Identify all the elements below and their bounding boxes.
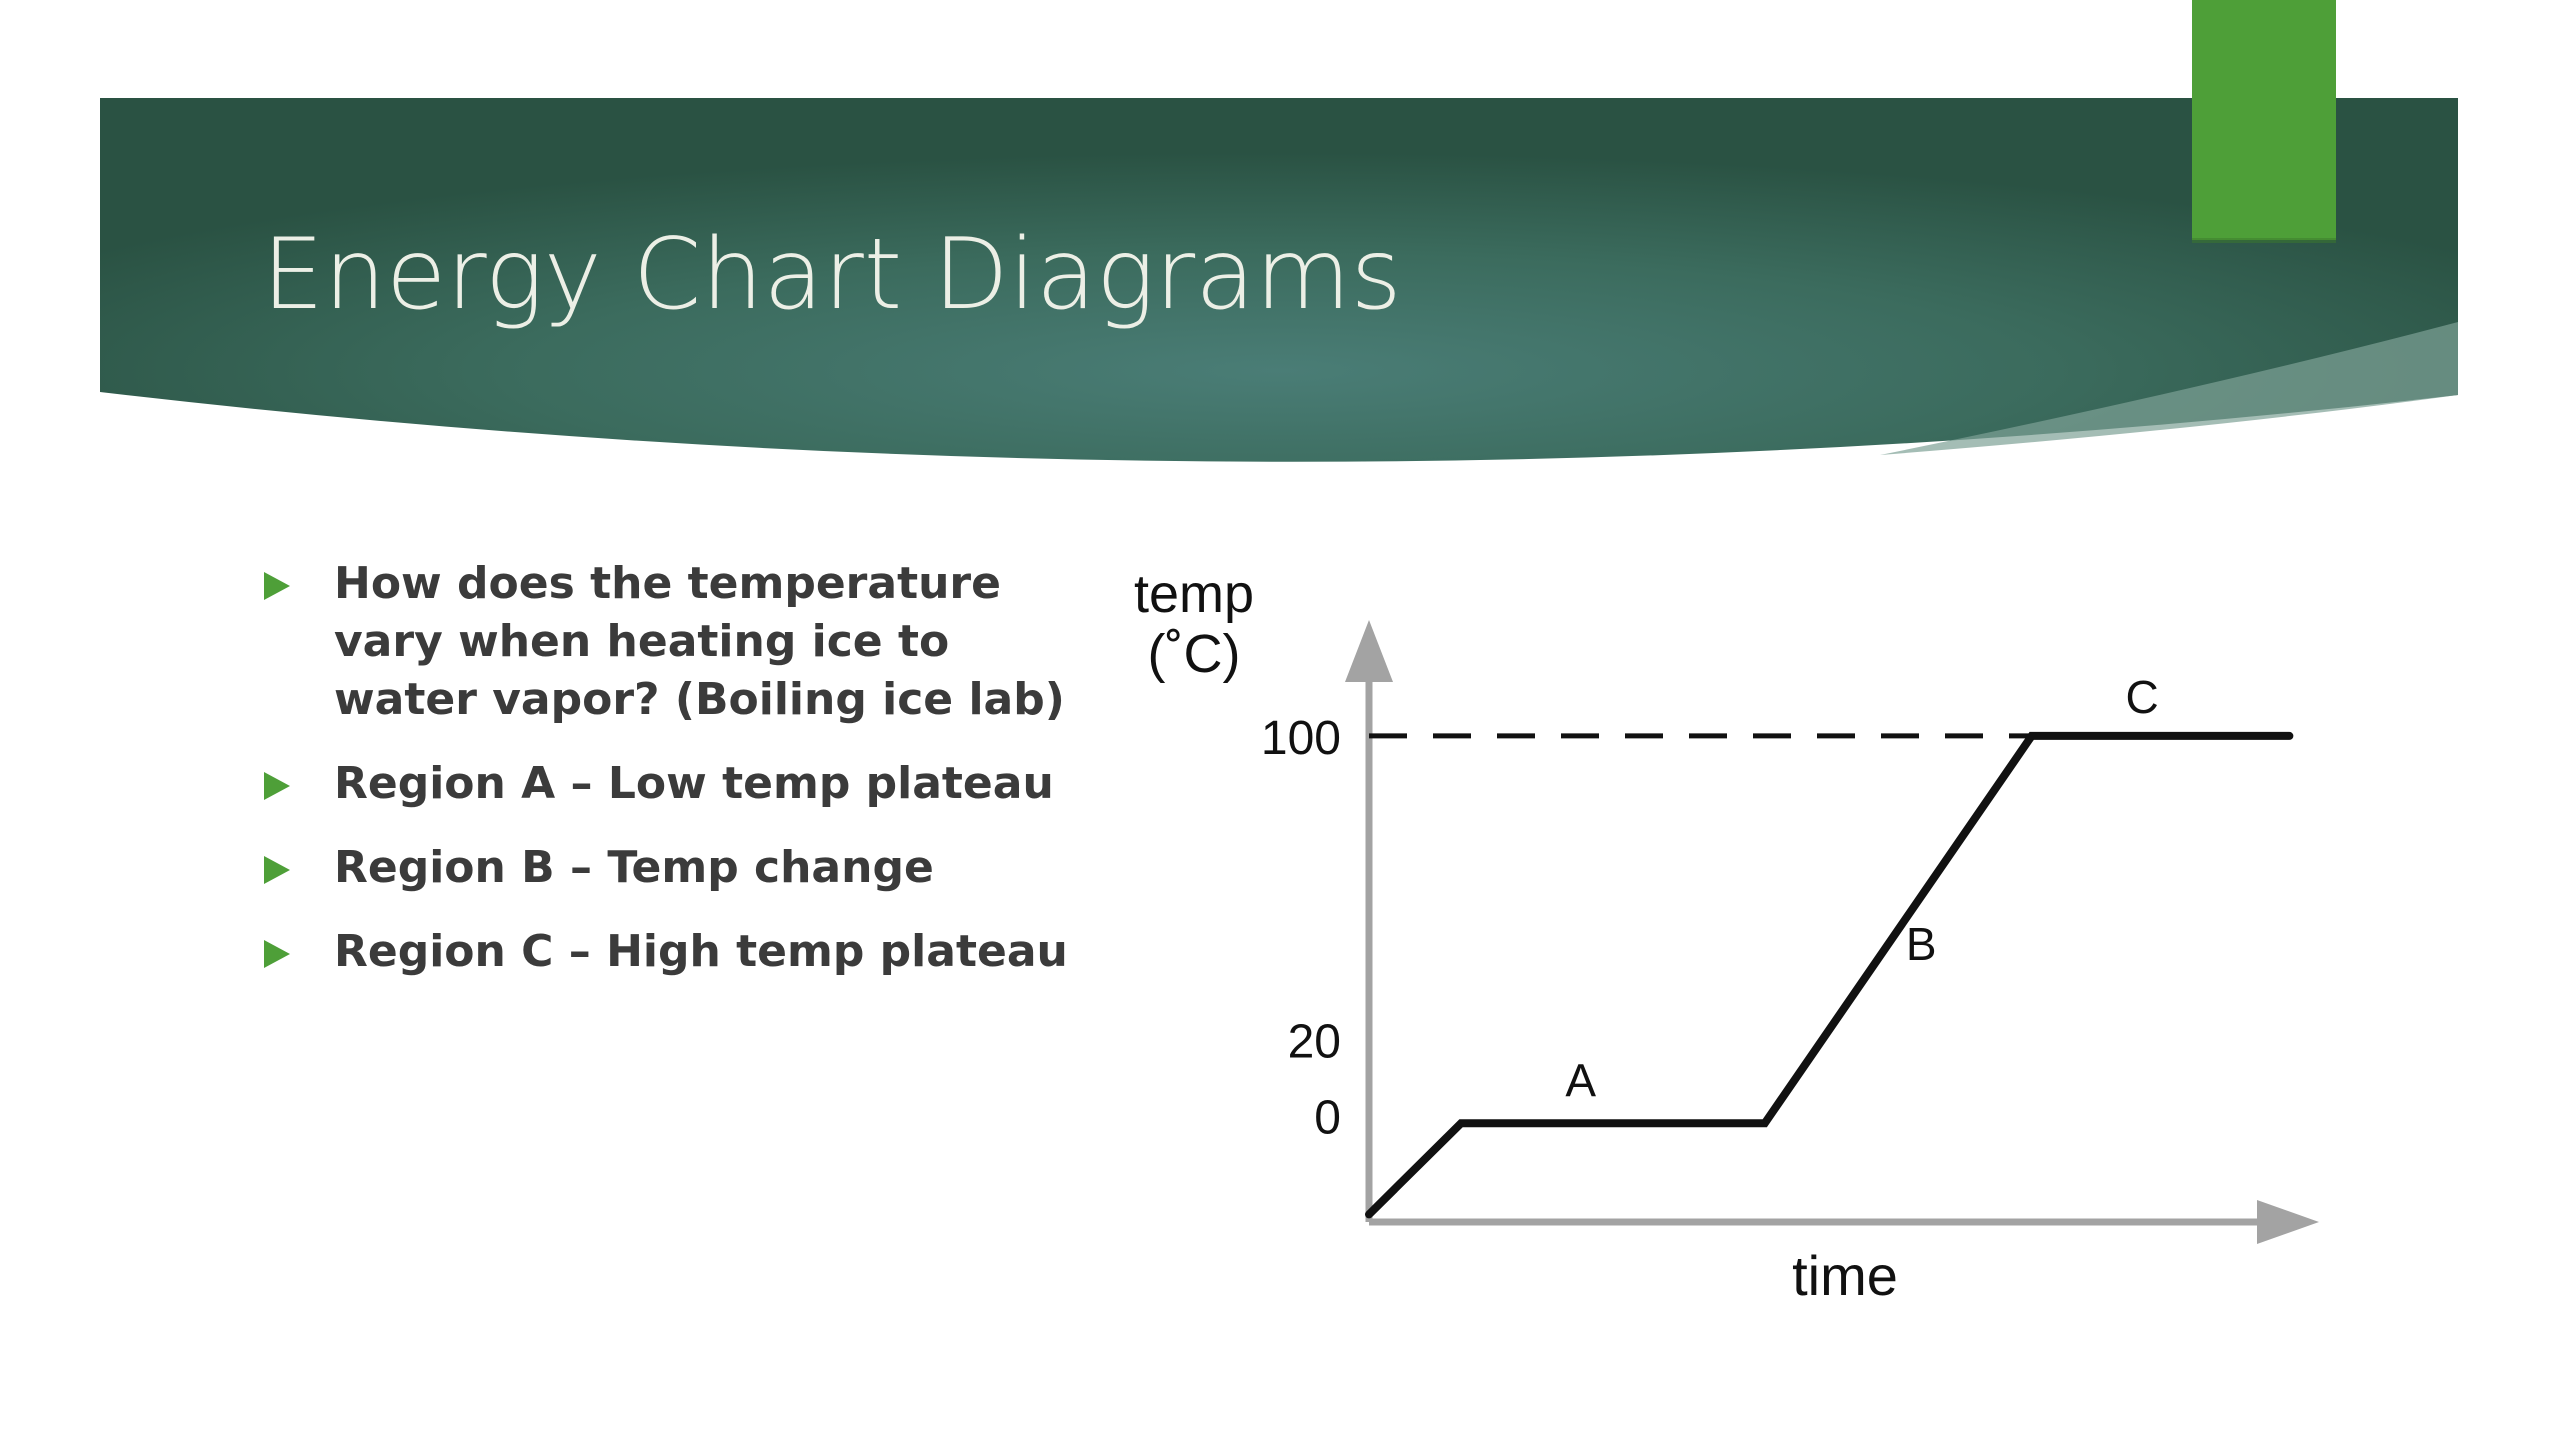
bullet-text-3: Region B – Temp change (334, 842, 934, 893)
x-axis-label: time (1792, 1244, 1898, 1307)
bullet-text-1: How does the temperature vary when heati… (334, 558, 1065, 725)
region-label-b: B (1906, 918, 1937, 970)
banner-shape (100, 98, 2458, 462)
accent-tab (2192, 0, 2336, 240)
triangle-right-icon (264, 856, 290, 884)
y-tick-label-20: 20 (1288, 1016, 1341, 1069)
triangle-right-icon (264, 572, 290, 600)
banner-highlight (1880, 322, 2458, 455)
bullet-text-2: Region A – Low temp plateau (334, 758, 1054, 809)
series-line-1 (1365, 731, 2294, 1219)
bullet-text-4: Region C – High temp plateau (334, 926, 1068, 977)
bullet-item-4: Region C – High temp plateau (262, 923, 1082, 981)
energy-chart: temp (˚C) time 0 20 100 A B C (1134, 564, 2319, 1307)
y-axis-label-line2: (˚C) (1148, 624, 1241, 684)
triangle-right-icon (264, 940, 290, 968)
y-tick-label-100: 100 (1261, 712, 1341, 765)
triangle-right-icon (264, 772, 290, 800)
bullet-list: How does the temperature vary when heati… (262, 555, 1082, 1007)
page-title: Energy Chart Diagrams (262, 218, 1402, 332)
y-axis-arrow-icon (1345, 620, 1393, 682)
title-banner (100, 0, 2458, 462)
x-axis-arrow-icon (2257, 1200, 2319, 1244)
bullet-item-2: Region A – Low temp plateau (262, 755, 1082, 813)
bullet-item-1: How does the temperature vary when heati… (262, 555, 1082, 729)
region-label-c: C (2126, 671, 2159, 723)
bullet-item-3: Region B – Temp change (262, 839, 1082, 897)
y-axis-label-line1: temp (1134, 564, 1254, 624)
y-tick-label-0: 0 (1314, 1092, 1341, 1145)
region-label-a: A (1565, 1055, 1596, 1107)
